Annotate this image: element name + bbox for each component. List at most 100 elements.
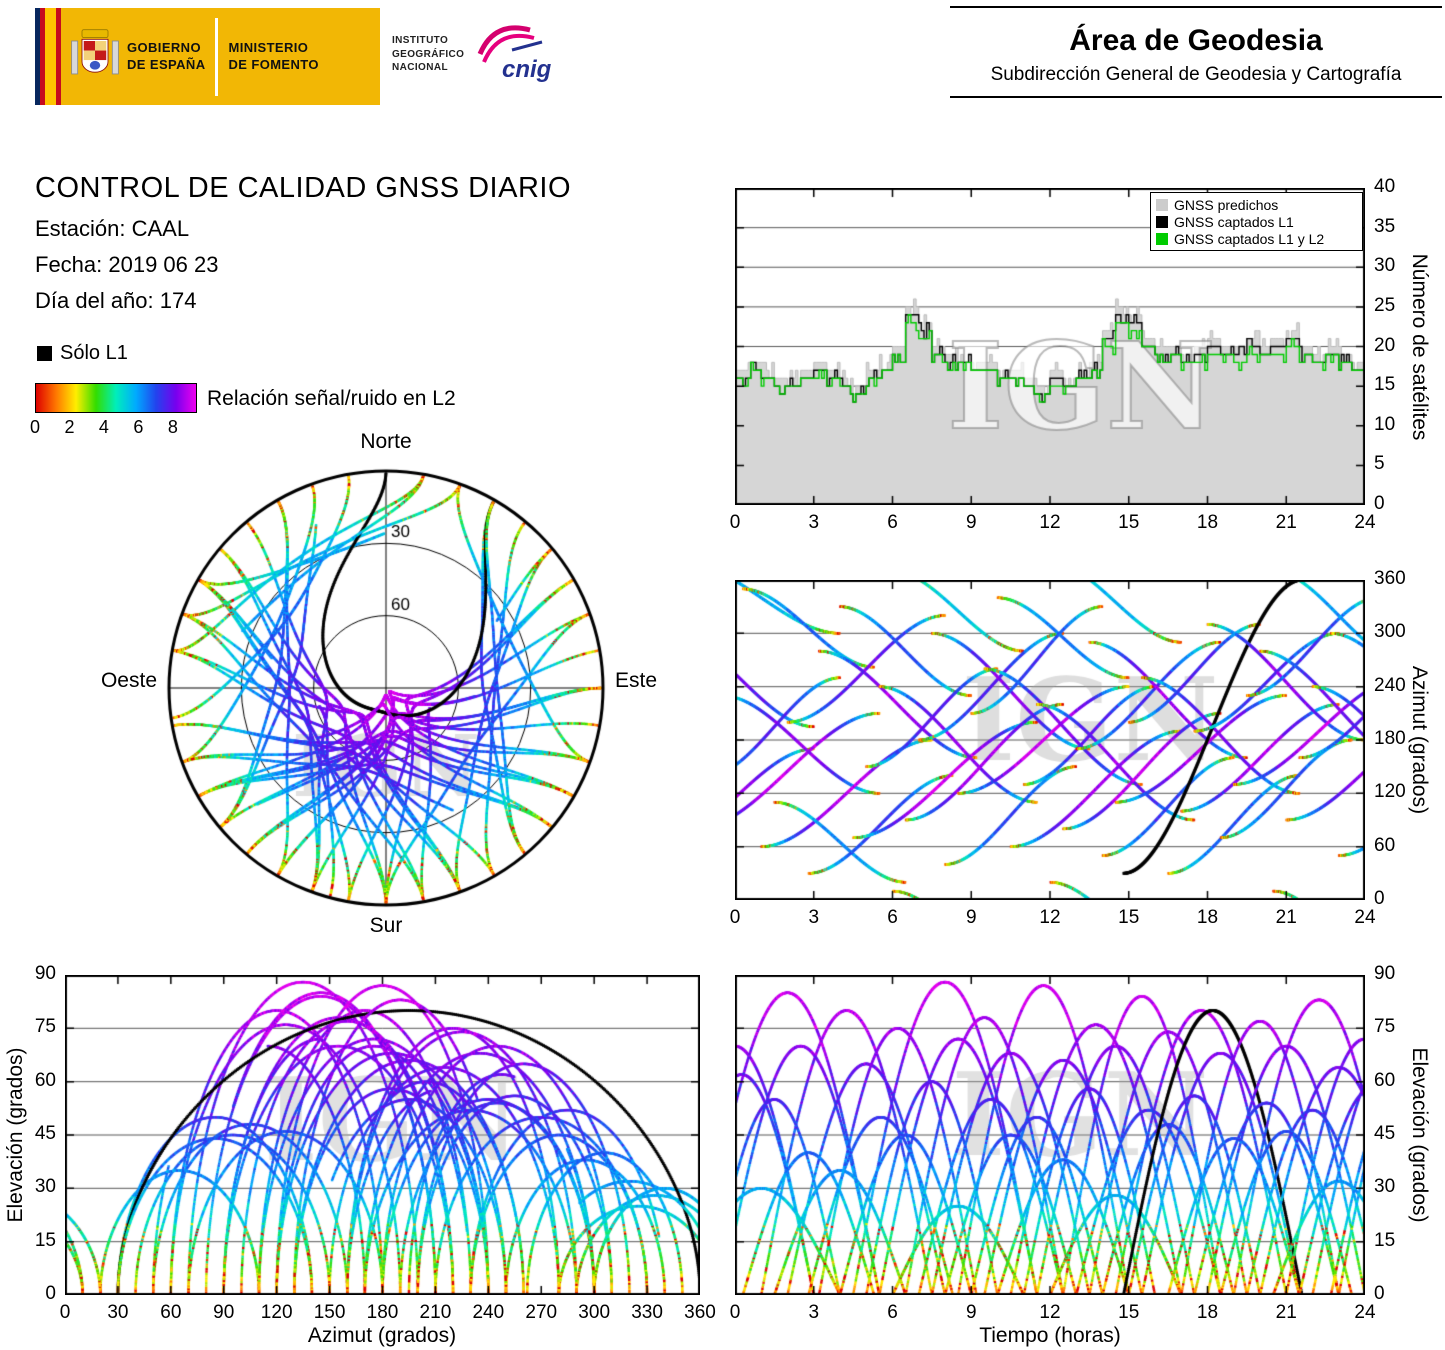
skyplot-east-label: Este [615, 669, 658, 692]
tick-label: 3 [808, 512, 820, 533]
page-title: CONTROL DE CALIDAD GNSS DIARIO [35, 172, 572, 204]
tick-label: 45 [34, 1122, 56, 1144]
legend-label: GNSS predichos [1174, 196, 1279, 213]
tick-label: 270 [525, 1302, 558, 1323]
tick-label: 360 [1374, 567, 1406, 589]
tick-label: 6 [887, 1302, 898, 1323]
l1-only-label: Sólo L1 [60, 342, 128, 364]
cnig-logo: cnig [468, 20, 552, 89]
colorbar-tick-label: 2 [64, 417, 75, 437]
ministerio-text: MINISTERIO DE FOMENTO [228, 40, 318, 74]
legend-item: GNSS captados L1 [1156, 213, 1357, 230]
tick-label: 0 [729, 512, 741, 533]
tick-label: 180 [366, 1302, 399, 1323]
legend-label: GNSS captados L1 [1174, 213, 1294, 230]
tick-label: 0 [45, 1282, 56, 1304]
tick-label: 90 [213, 1302, 235, 1323]
tick-label: 10 [1374, 413, 1396, 435]
skyplot-south-label: Sur [369, 914, 403, 937]
tick-label: 0 [1374, 492, 1385, 514]
tick-label: 3 [808, 907, 820, 928]
tick-label: 210 [419, 1302, 452, 1323]
legend-swatch [1156, 215, 1168, 228]
tick-label: 15 [34, 1229, 56, 1251]
tick-label: 240 [1374, 674, 1406, 696]
tick-label: 24 [1354, 512, 1376, 533]
elevation-azimuth-chart-canvas [65, 975, 700, 1295]
geodesia-header-block: Área de Geodesia Subdirección General de… [950, 6, 1442, 98]
tick-label: 30 [1374, 255, 1396, 277]
tick-label: 300 [578, 1302, 611, 1323]
tick-label: 9 [965, 1302, 977, 1323]
y-axis-label-satellite-count: Número de satélites [1408, 253, 1431, 441]
legend-swatch [1156, 198, 1168, 211]
tick-label: 18 [1196, 1302, 1219, 1323]
tick-label: 15 [1374, 374, 1396, 396]
colorbar-tick-label: 6 [133, 417, 144, 437]
tick-label: 90 [1374, 962, 1396, 984]
tick-label: 18 [1196, 907, 1219, 928]
tick-label: 0 [59, 1302, 71, 1323]
tick-label: 0 [729, 907, 741, 928]
tick-label: 15 [1118, 1302, 1140, 1323]
tick-label: 3 [808, 1302, 820, 1323]
azimuth-time-chart-canvas [735, 580, 1365, 900]
tick-label: 12 [1039, 907, 1061, 928]
tick-label: 120 [1374, 781, 1406, 803]
instituto-line2: GEOGRÁFICO [392, 48, 465, 60]
tick-label: 60 [160, 1302, 182, 1323]
spain-coat-of-arms-icon [69, 25, 121, 88]
tick-label: 30 [1374, 1176, 1396, 1198]
satellite-count-chart-legend: GNSS predichos GNSS captados L1 GNSS capta… [1150, 192, 1363, 251]
x-axis-label-azimuth: Azimut (grados) [307, 1324, 457, 1347]
elevation-time-chart-canvas [735, 975, 1365, 1295]
tick-label: 6 [887, 907, 898, 928]
tick-label: 25 [1374, 294, 1396, 316]
ministerio-line1: MINISTERIO [228, 39, 309, 55]
tick-label: 120 [260, 1302, 293, 1323]
y-axis-label-elevation-left: Elevación (grados) [4, 1047, 27, 1223]
x-axis-label-time: Tiempo (horas) [979, 1324, 1121, 1347]
snr-colorbar [35, 383, 197, 413]
tick-label: 75 [1374, 1016, 1396, 1038]
colorbar-tick-label: 4 [98, 417, 109, 437]
tick-label: 30 [34, 1176, 56, 1198]
legend-item: GNSS predichos [1156, 196, 1357, 213]
tick-label: 35 [1374, 215, 1396, 237]
colorbar-tick-label: 0 [29, 417, 41, 437]
tick-label: 15 [1374, 1229, 1396, 1251]
legend-swatch [1156, 232, 1168, 245]
cnig-wordmark: cnig [502, 56, 552, 83]
tick-label: 21 [1275, 1302, 1297, 1323]
skyplot-west-label: Oeste [100, 669, 157, 692]
station-line: Estación: CAAL [35, 216, 190, 241]
ministerio-line2: DE FOMENTO [228, 56, 319, 72]
tick-label: 12 [1039, 512, 1061, 533]
skyplot-north-label: Norte [360, 430, 412, 453]
tick-label: 0 [1374, 1282, 1385, 1304]
instituto-geografico-text: INSTITUTO GEOGRÁFICO NACIONAL [392, 34, 464, 75]
l1-only-swatch [37, 346, 52, 361]
skyplot-canvas [160, 460, 612, 918]
tick-label: 180 [1374, 727, 1406, 749]
y-axis-label-azimuth: Azimut (grados) [1408, 665, 1431, 815]
tick-label: 6 [887, 512, 898, 533]
area-title: Área de Geodesia [1069, 24, 1323, 57]
tick-label: 75 [34, 1016, 56, 1038]
gobierno-line1: GOBIERNO [127, 39, 201, 55]
legend-item: GNSS captados L1 y L2 [1156, 230, 1357, 247]
tick-label: 60 [34, 1069, 56, 1091]
spain-flag-banner [35, 8, 61, 105]
tick-label: 21 [1275, 512, 1297, 533]
logo-divider [215, 17, 219, 96]
tick-label: 330 [631, 1302, 663, 1323]
tick-label: 60 [1374, 1069, 1396, 1091]
tick-label: 45 [1374, 1122, 1396, 1144]
tick-label: 0 [729, 1302, 741, 1323]
tick-label: 20 [1374, 334, 1396, 356]
tick-label: 24 [1354, 1302, 1376, 1323]
instituto-line1: INSTITUTO [392, 35, 449, 46]
date-line: Fecha: 2019 06 23 [35, 252, 219, 277]
tick-label: 12 [1039, 1302, 1061, 1323]
